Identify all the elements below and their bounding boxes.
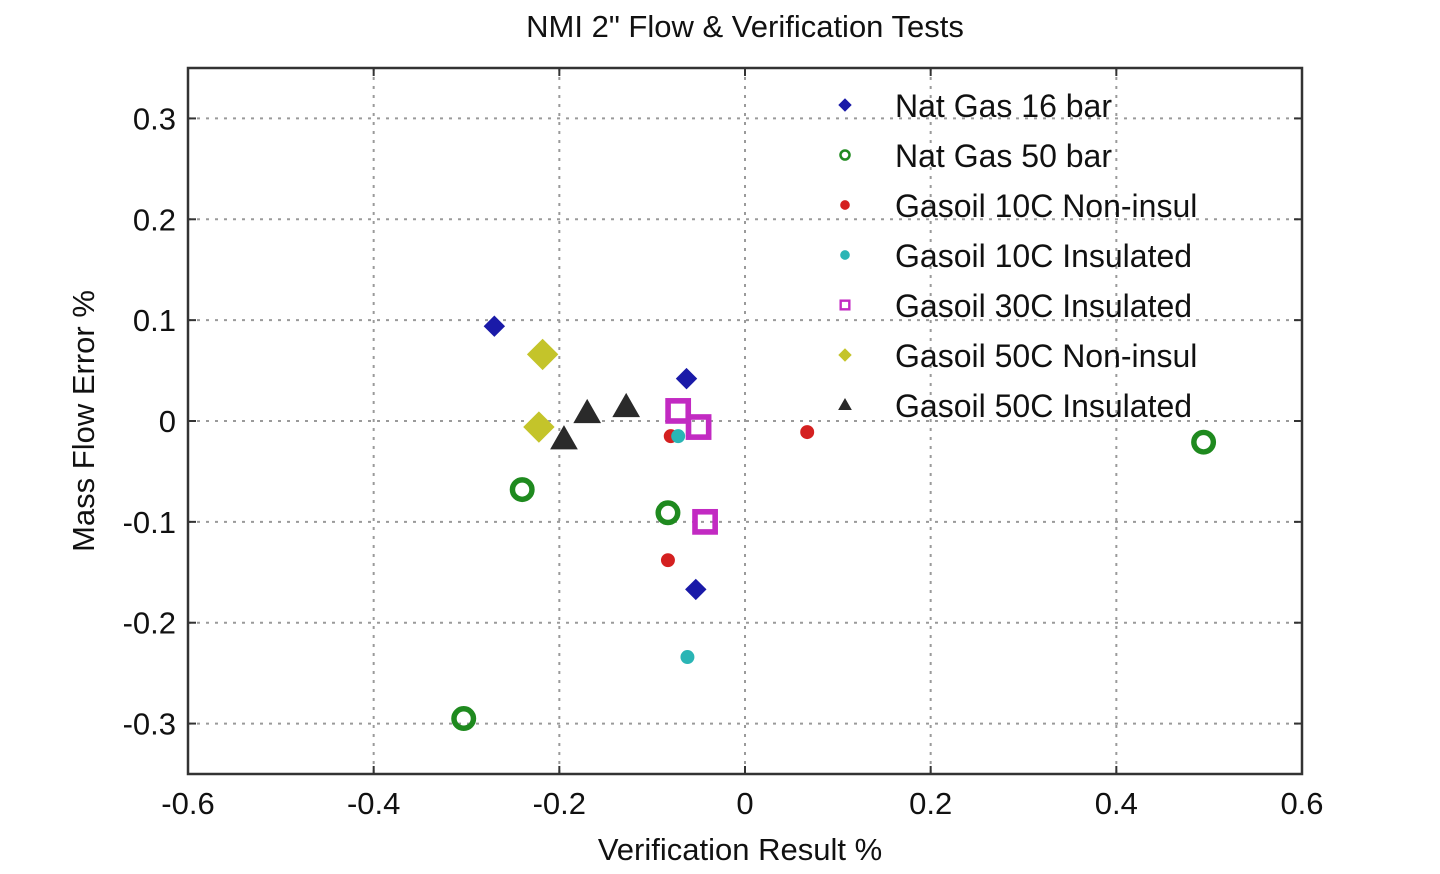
x-axis-label: Verification Result % [598,832,882,867]
data-point [660,553,675,568]
y-tick-label: -0.3 [123,707,176,742]
x-tick-label: 0 [736,786,753,821]
legend-label: Gasoil 50C Non-insul [895,338,1197,374]
tick-labels: -0.6 -0.4 -0.2 0 0.2 0.4 0.6 0.3 0.2 0.1 0 -0.1 -0.2… [123,101,1324,821]
x-tick-label: 0.2 [909,786,952,821]
data-point [685,578,707,601]
gridlines [188,68,1302,774]
legend-item-gasoil-30c-insulated: Gasoil 30C Insulated [839,288,1192,324]
series-nat-gas-16-bar [483,315,707,601]
x-tick-label: 0.4 [1095,786,1138,821]
chart-title: NMI 2" Flow & Verification Tests [526,9,964,44]
y-tick-label: 0.3 [133,101,176,136]
data-point [675,367,698,390]
legend-marker [840,200,850,210]
x-tick-label: -0.4 [347,786,400,821]
y-tick-label: 0 [159,404,176,439]
series-gasoil-10c-insulated [671,429,695,664]
series-nat-gas-50-bar [451,429,1217,732]
legend-label: Gasoil 10C Non-insul [895,188,1197,224]
legend-label: Gasoil 10C Insulated [895,238,1192,274]
legend-marker [839,149,851,161]
data-point [451,706,477,732]
axis-ticks [187,68,1303,774]
legend-marker [840,250,850,260]
legend-item-gasoil-50c-insulated: Gasoil 50C Insulated [838,388,1192,424]
x-tick-label: -0.2 [533,786,586,821]
legend-marker [838,348,852,362]
data-point [509,477,535,503]
legend: Nat Gas 16 bar Nat Gas 50 bar Gasoil 10C N… [838,88,1197,424]
data-point [573,398,602,424]
legend-label: Nat Gas 50 bar [895,138,1112,174]
data-point [655,500,681,526]
data-point [680,650,695,664]
data-point [671,429,686,444]
data-point [550,425,578,450]
data-point [665,398,692,424]
legend-item-gasoil-50c-non-insul: Gasoil 50C Non-insul [838,338,1197,374]
legend-marker [838,397,852,410]
series-gasoil-50c-insulated [550,392,641,450]
series-gasoil-10c-non-insul [660,425,815,568]
data-point [1191,429,1217,455]
series-gasoil-30c-insulated [665,398,718,535]
data-point [483,315,506,337]
legend-label: Gasoil 30C Insulated [895,288,1192,324]
legend-item-gasoil-10c-non-insul: Gasoil 10C Non-insul [840,188,1197,224]
data-point [692,508,718,535]
x-tick-label: 0.6 [1280,786,1323,821]
legend-marker [839,299,851,311]
data-point [612,392,641,418]
legend-label: Nat Gas 16 bar [895,88,1112,124]
legend-label: Gasoil 50C Insulated [895,388,1192,424]
y-tick-label: 0.1 [133,303,176,338]
y-tick-label: -0.1 [123,505,176,540]
legend-item-nat-gas-16-bar: Nat Gas 16 bar [838,88,1112,124]
data-point [685,414,712,440]
series-gasoil-50c-non-insul [523,338,559,443]
data-point [800,425,815,440]
legend-item-nat-gas-50-bar: Nat Gas 50 bar [839,138,1112,174]
data-point [526,338,559,371]
y-tick-label: -0.2 [123,606,176,641]
y-tick-label: 0.2 [133,202,176,237]
x-tick-label: -0.6 [161,786,214,821]
data-points [451,315,1217,732]
data-point [523,411,555,443]
legend-marker [838,98,852,112]
legend-item-gasoil-10c-insulated: Gasoil 10C Insulated [840,238,1192,274]
y-axis-label: Mass Flow Error % [66,290,101,552]
